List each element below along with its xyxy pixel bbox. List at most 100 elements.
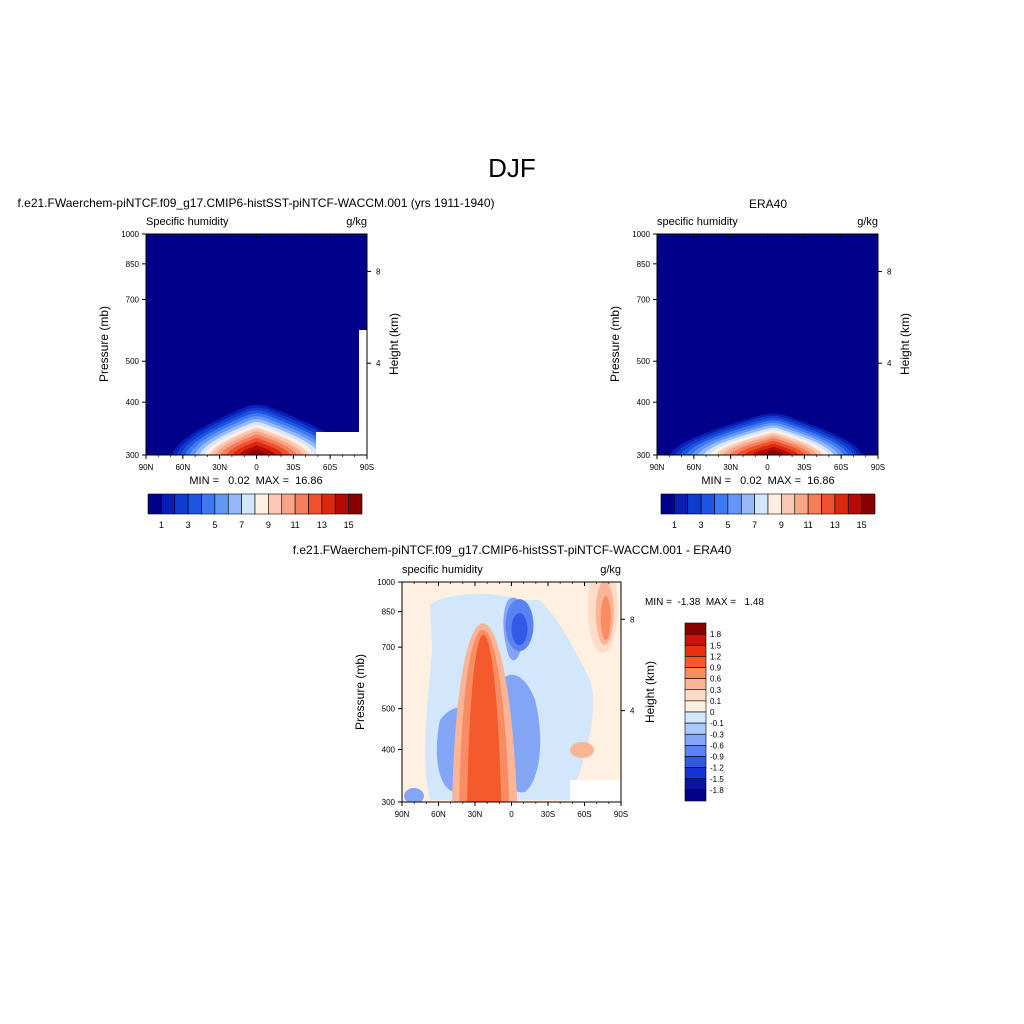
colorbar-label: 0.3 (710, 686, 722, 695)
colorbar-label: 1.8 (710, 630, 722, 639)
x-tick-label: 60N (431, 810, 446, 819)
panel-model-colorbar: 1 3 5 7 9 11 13 15 (147, 493, 363, 530)
colorbar-box (660, 493, 675, 515)
colorbar-box (227, 493, 242, 515)
colorbar-box (700, 493, 715, 515)
panel-diff-field (402, 582, 621, 802)
x-tick-label: 30S (286, 463, 300, 472)
x-tick-label: 60S (834, 463, 848, 472)
colorbar-box (254, 493, 269, 515)
colorbar-label: 11 (803, 520, 812, 530)
colorbar-box (727, 493, 742, 515)
panel-model-units: g/kg (346, 216, 367, 228)
colorbar-box (348, 493, 363, 515)
colorbar-box (281, 493, 296, 515)
colorbar-box (241, 493, 256, 515)
panel-model-missing-edge (359, 330, 367, 455)
x-tick-label: 30S (541, 810, 555, 819)
y-tick-label: 500 (126, 357, 140, 366)
x-tick-label: 30N (468, 810, 483, 819)
colorbar-label: 1 (159, 520, 164, 530)
y-tick-label: 850 (126, 260, 140, 269)
colorbar-box (684, 722, 707, 735)
panel-model-missing-region (316, 432, 367, 455)
panel-model-axes: 300 400 500 700 850 1000 8 4 90N 60N 30N 0 30S 60S 90S (121, 230, 381, 472)
x-tick-label: 90N (395, 810, 410, 819)
x-tick-label: 0 (765, 463, 770, 472)
colorbar-label: 1.2 (710, 652, 722, 661)
colorbar-box (684, 656, 707, 668)
colorbar-label: -0.6 (710, 741, 724, 750)
diff-region-positive-south-core (600, 595, 611, 640)
colorbar-label: -1.5 (710, 775, 724, 784)
panel-obs-stats: MIN = 0.02 MAX = 16.86 (701, 475, 834, 487)
y-tick-label: 500 (637, 357, 651, 366)
colorbar-box (684, 711, 707, 724)
x-tick-label: 90N (139, 463, 154, 472)
colorbar-label: 7 (752, 520, 757, 530)
panel-model-stats: MIN = 0.02 MAX = 16.86 (189, 475, 322, 487)
colorbar-label: 7 (239, 520, 244, 530)
contour-level (752, 446, 792, 455)
panel-model-field (146, 234, 367, 455)
colorbar-box (147, 493, 162, 515)
y-tick-label: 700 (382, 643, 396, 652)
colorbar-label: 1 (672, 520, 677, 530)
colorbar-label: -1.2 (710, 764, 724, 773)
colorbar-label: 3 (699, 520, 704, 530)
colorbar-label: 9 (266, 520, 271, 530)
panel-diff-axes: 300 400 500 700 850 1000 8 4 90N 60N 30N 0 30S 60S 90S (377, 578, 635, 819)
x-tick-label: 60N (175, 463, 190, 472)
y-tick-label: 1000 (377, 578, 395, 587)
y-tick-label: 700 (126, 295, 140, 304)
colorbar-box (684, 700, 707, 713)
y2-tick-label: 8 (887, 267, 892, 276)
colorbar-box (684, 756, 707, 768)
colorbar-box (161, 493, 176, 515)
colorbar-box (201, 493, 216, 515)
colorbar-label: -0.3 (710, 730, 724, 739)
x-tick-label: 30N (723, 463, 738, 472)
x-tick-label: 90N (650, 463, 665, 472)
colorbar-label: 5 (725, 520, 730, 530)
colorbar-label: 13 (830, 520, 840, 530)
y2-tick-label: 8 (630, 615, 635, 624)
y-tick-label: 400 (382, 745, 396, 754)
colorbar-box (687, 493, 702, 515)
colorbar-box (834, 493, 849, 515)
colorbar-box (684, 733, 707, 746)
colorbar-label: -0.1 (710, 719, 724, 728)
colorbar-label: 11 (290, 520, 299, 530)
x-tick-label: 60S (577, 810, 591, 819)
panel-obs-units: g/kg (857, 216, 878, 228)
colorbar-box (781, 493, 796, 515)
y-tick-label: 700 (637, 295, 651, 304)
panel-obs-field (657, 234, 878, 455)
colorbar-box (187, 493, 202, 515)
panel-diff-y2label: Height (km) (643, 661, 657, 723)
y-tick-label: 850 (637, 260, 651, 269)
y-tick-label: 400 (637, 398, 651, 407)
colorbar-box (684, 667, 707, 679)
colorbar-box (321, 493, 336, 515)
colorbar-label: 5 (212, 520, 217, 530)
x-tick-label: 30N (212, 463, 227, 472)
x-tick-label: 0 (254, 463, 259, 472)
colorbar-label: 15 (857, 520, 867, 530)
colorbar-box (861, 493, 876, 515)
panel-diff-left-label: specific humidity (402, 564, 483, 576)
y2-tick-label: 4 (630, 707, 635, 716)
colorbar-box (740, 493, 755, 515)
y-tick-label: 400 (126, 398, 140, 407)
colorbar-label: -1.8 (710, 786, 724, 795)
panel-obs-axes: 300 400 500 700 850 1000 8 4 90N 60N 30N 0 30S 60S 90S (632, 230, 892, 472)
panel-diff: f.e21.FWaerchem-piNTCF.f09_g17.CMIP6-his… (293, 543, 765, 819)
colorbar-box (334, 493, 349, 515)
colorbar-box (684, 622, 707, 635)
panel-model-y2label: Height (km) (387, 313, 401, 375)
panel-diff-colorbar: 1.8 1.5 1.2 0.9 0.6 0.3 0.1 0 -0.1 -0.3 -0.6 -0.9 -1… (684, 622, 724, 802)
colorbar-box (684, 789, 707, 802)
colorbar-label: -0.9 (710, 753, 724, 762)
contour-level (246, 449, 268, 455)
